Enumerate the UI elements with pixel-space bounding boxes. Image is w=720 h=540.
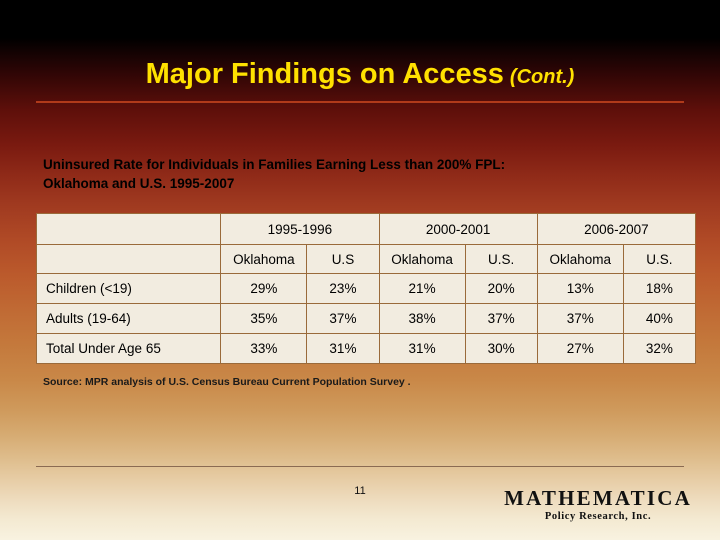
- table-cell: 40%: [622, 303, 697, 334]
- table-cell: 37%: [464, 303, 538, 334]
- uninsured-rate-table: 1995-1996 2000-2001 2006-2007 Oklahoma U…: [35, 213, 697, 364]
- table-corner-cell: [35, 213, 222, 245]
- table-subheader-corner-cell: [35, 244, 222, 274]
- footer-divider: [36, 466, 684, 467]
- table-period-header-3: 2006-2007: [536, 213, 697, 245]
- table-row: Adults (19-64) 35% 37% 38% 37% 37% 40%: [35, 303, 697, 334]
- table-cell: 31%: [378, 333, 466, 364]
- table-subheader-6: U.S.: [622, 244, 697, 274]
- table-cell: 37%: [536, 303, 624, 334]
- table-cell: 27%: [536, 333, 624, 364]
- table-cell: 23%: [306, 273, 380, 304]
- table-cell: 20%: [464, 273, 538, 304]
- logo-tagline: Policy Research, Inc.: [544, 511, 652, 522]
- table-cell: 35%: [220, 303, 308, 334]
- table-row: Children (<19) 29% 23% 21% 20% 13% 18%: [35, 273, 697, 304]
- slide-title-continuation: (Cont.): [509, 66, 575, 88]
- table-cell: 38%: [378, 303, 466, 334]
- source-note: Source: MPR analysis of U.S. Census Bure…: [43, 376, 411, 388]
- slide-title: Major Findings on Access (Cont.): [0, 58, 720, 91]
- table-period-header-2: 2000-2001: [378, 213, 538, 245]
- table-row-label: Adults (19-64): [35, 303, 222, 334]
- table-cell: 37%: [306, 303, 380, 334]
- data-table-container: 1995-1996 2000-2001 2006-2007 Oklahoma U…: [35, 213, 697, 364]
- table-cell: 32%: [622, 333, 697, 364]
- title-divider: [36, 101, 684, 103]
- table-cell: 18%: [622, 273, 697, 304]
- table-caption-line-2: Oklahoma and U.S. 1995-2007: [43, 176, 235, 191]
- table-row-label: Children (<19): [35, 273, 222, 304]
- table-period-header-row: 1995-1996 2000-2001 2006-2007: [35, 213, 697, 245]
- table-subheader-1: Oklahoma: [220, 244, 308, 274]
- page-number: 11: [354, 485, 366, 497]
- table-caption-line-1: Uninsured Rate for Individuals in Famili…: [43, 157, 506, 172]
- table-cell: 21%: [378, 273, 466, 304]
- table-cell: 29%: [220, 273, 308, 304]
- table-row-label: Total Under Age 65: [35, 333, 222, 364]
- table-subheader-row: Oklahoma U.S Oklahoma U.S. Oklahoma U.S.: [35, 244, 697, 274]
- table-subheader-3: Oklahoma: [378, 244, 466, 274]
- table-period-header-1: 1995-1996: [220, 213, 380, 245]
- table-cell: 13%: [536, 273, 624, 304]
- table-caption: Uninsured Rate for Individuals in Famili…: [43, 155, 683, 193]
- table-row: Total Under Age 65 33% 31% 31% 30% 27% 3…: [35, 333, 697, 364]
- table-cell: 31%: [306, 333, 380, 364]
- mathematica-logo: MATHEMATICA Policy Research, Inc.: [504, 488, 692, 523]
- table-cell: 30%: [464, 333, 538, 364]
- table-cell: 33%: [220, 333, 308, 364]
- slide-title-main: Major Findings on Access: [145, 58, 504, 90]
- table-subheader-4: U.S.: [464, 244, 538, 274]
- table-subheader-2: U.S: [306, 244, 380, 274]
- table-subheader-5: Oklahoma: [536, 244, 624, 274]
- logo-wordmark: MATHEMATICA: [504, 486, 692, 510]
